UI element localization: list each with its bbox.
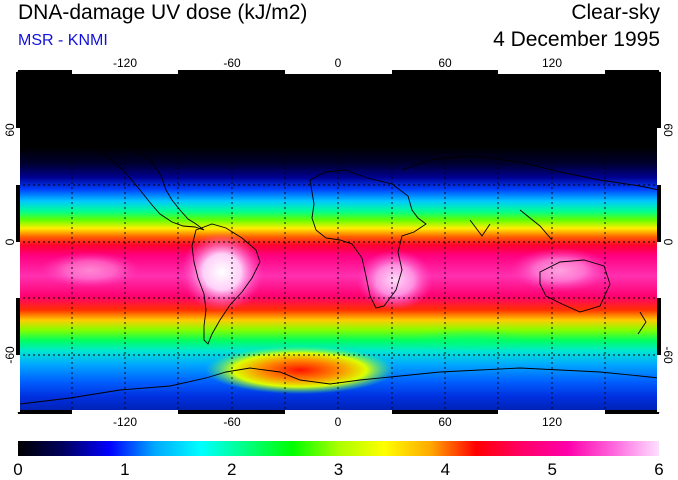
lon-label-bottom: -60 [223,415,241,429]
coast-north-america [93,145,205,231]
coast-new-zealand [637,311,647,335]
colorbar [18,441,659,456]
colorbar-tick-label: 2 [227,460,236,479]
map-frame [16,70,661,414]
graticule [18,72,659,412]
lat-label-right: 0 [661,239,675,246]
lon-label-top: -120 [113,56,137,70]
coast-south-america [191,223,261,345]
coast-australia [539,259,611,313]
colorbar-labels: 0 1 2 3 4 5 6 [13,460,663,479]
lon-label-top: 0 [335,56,342,70]
lon-label-bottom: 0 [335,415,342,429]
lon-label-bottom: 120 [542,415,562,429]
colorbar-tick-label: 1 [120,460,129,479]
colorbar-tick-label: 5 [547,460,556,479]
lat-label-right: 60 [661,123,675,137]
lat-label-right: -60 [661,346,675,364]
lon-label-bottom: 60 [438,415,452,429]
coast-antarctica [19,367,659,405]
lat-label-left: 0 [3,238,17,245]
lat-label-left: 60 [3,123,17,137]
coast-europe-africa [309,169,427,309]
coastlines [19,145,659,405]
lon-label-top: -60 [223,56,241,70]
colorbar-tick-label: 0 [13,460,22,479]
lon-label-bottom: -120 [113,415,137,429]
map-title: DNA-damage UV dose (kJ/m2) [18,1,308,24]
lon-label-top: 120 [542,56,562,70]
colorbar-tick-label: 6 [654,460,663,479]
date-label: 4 December 1995 [493,28,660,51]
sky-condition-label: Clear-sky [571,1,660,24]
source-label: MSR - KNMI [18,32,108,49]
lat-label-left: -60 [3,346,17,364]
lon-label-top: 60 [438,56,452,70]
colorbar-tick-label: 3 [334,460,343,479]
colorbar-tick-label: 4 [441,460,450,479]
